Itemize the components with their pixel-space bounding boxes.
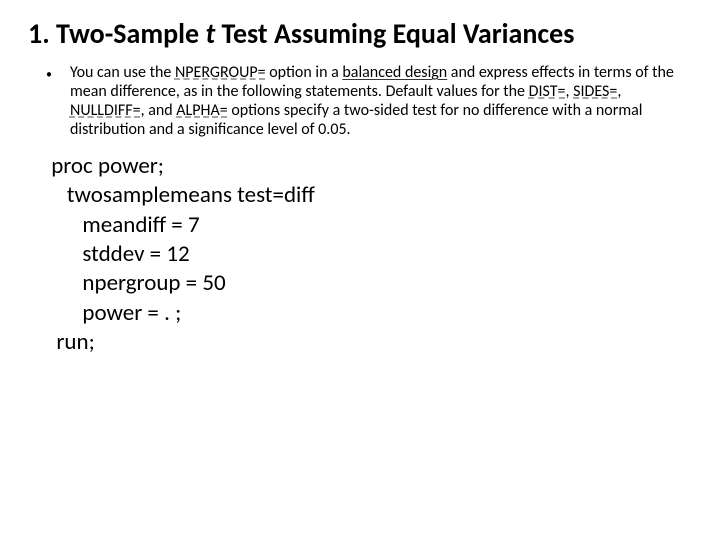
bt-p2: option in a [266, 63, 343, 82]
code-line-4: npergroup = 50 [46, 269, 692, 298]
title-italic: t [205, 16, 215, 51]
title-suffix: Test Assuming Equal Variances [215, 16, 574, 51]
slide-title: 1. Two-Sample t Test Assuming Equal Vari… [28, 18, 692, 50]
bt-p1: You can use the [70, 63, 175, 82]
link-balanced-design[interactable]: balanced design [342, 63, 447, 82]
code-line-6: run; [46, 328, 692, 357]
bt-p6: , and [141, 101, 177, 120]
link-alpha[interactable]: ALPHA= [176, 101, 227, 120]
link-dist[interactable]: DIST= [529, 82, 566, 101]
bt-p4: , [566, 82, 574, 101]
code-block: proc power; twosamplemeans test=diff mea… [46, 152, 692, 358]
link-npergroup[interactable]: NPERGROUP= [175, 63, 266, 82]
code-line-0: proc power; [46, 152, 692, 181]
link-nulldiff[interactable]: NULLDIFF= [70, 101, 141, 120]
code-line-2: meandiff = 7 [46, 211, 692, 240]
slide: 1. Two-Sample t Test Assuming Equal Vari… [0, 0, 720, 540]
bullet-text: You can use the NPERGROUP= option in a b… [70, 64, 692, 140]
bullet-marker: • [46, 65, 52, 85]
title-prefix: 1. Two-Sample [28, 16, 205, 51]
code-line-1: twosamplemeans test=diff [46, 181, 692, 210]
bt-p5: , [617, 82, 621, 101]
link-sides[interactable]: SIDES= [573, 82, 617, 101]
bullet-item: • You can use the NPERGROUP= option in a… [46, 64, 692, 140]
code-line-5: power = . ; [46, 299, 692, 328]
code-line-3: stddev = 12 [46, 240, 692, 269]
